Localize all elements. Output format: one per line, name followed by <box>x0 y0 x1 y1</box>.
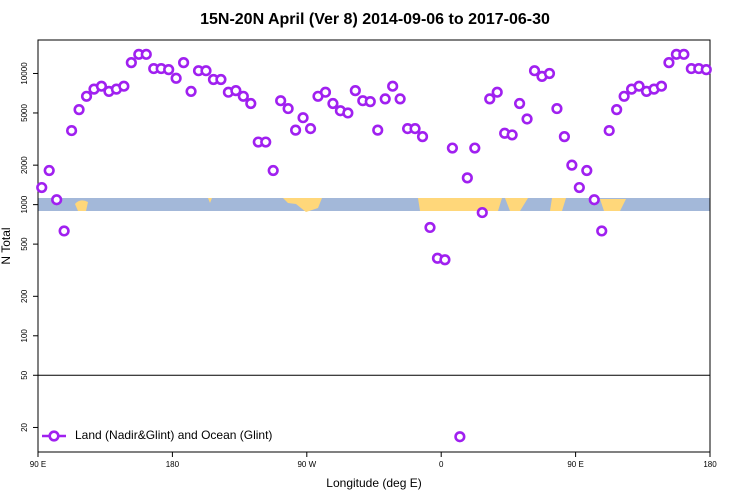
point <box>319 86 332 98</box>
point <box>506 129 518 141</box>
point <box>439 254 451 266</box>
y-tick-label: 1000 <box>20 195 29 213</box>
point <box>95 80 108 92</box>
point <box>484 93 496 105</box>
point <box>424 221 436 234</box>
point <box>140 48 152 60</box>
y-tick-label: 100 <box>20 329 29 343</box>
point <box>215 73 227 86</box>
x-tick-label: 90 W <box>297 460 316 469</box>
point <box>394 93 406 105</box>
point <box>603 124 615 137</box>
y-tick-label: 50 <box>20 370 29 379</box>
point <box>528 65 541 77</box>
point <box>655 80 668 92</box>
point <box>58 225 70 237</box>
point <box>163 64 175 76</box>
point <box>178 57 190 69</box>
point <box>633 80 645 92</box>
point <box>513 97 526 110</box>
point <box>80 90 93 102</box>
point <box>200 65 212 77</box>
point <box>372 124 384 136</box>
point <box>43 164 55 177</box>
x-axis-label: Longitude (deg E) <box>326 476 421 490</box>
point <box>364 96 376 108</box>
point <box>349 85 361 97</box>
point <box>297 112 309 124</box>
point <box>304 122 317 135</box>
y-axis-label: N Total <box>0 227 13 264</box>
point <box>245 97 257 110</box>
point <box>611 104 623 116</box>
point <box>237 90 249 102</box>
point <box>566 159 578 171</box>
point <box>327 97 339 110</box>
point <box>118 80 130 92</box>
point <box>125 57 137 69</box>
point <box>260 136 272 148</box>
point <box>700 64 712 76</box>
x-tick-label: 90 E <box>30 460 46 469</box>
point <box>543 67 556 80</box>
point <box>342 107 354 119</box>
point <box>409 122 421 135</box>
y-tick-label: 5000 <box>20 104 29 122</box>
x-tick-label: 0 <box>439 460 444 469</box>
y-tick-label: 500 <box>20 237 29 251</box>
point <box>185 85 197 98</box>
y-tick-label: 10000 <box>20 62 29 85</box>
y-tick-label: 200 <box>20 289 29 303</box>
legend-marker <box>48 430 60 442</box>
land-ocean-strip <box>38 198 710 212</box>
point <box>573 181 585 194</box>
x-tick-label: 90 E <box>567 460 583 469</box>
chart-title: 15N-20N April (Ver 8) 2014-09-06 to 2017… <box>200 11 550 28</box>
point <box>618 90 630 102</box>
point <box>379 93 391 105</box>
point <box>282 102 294 115</box>
point <box>416 131 429 143</box>
legend-label: Land (Nadir&Glint) and Ocean (Glint) <box>75 428 272 442</box>
point <box>588 194 600 206</box>
point <box>476 206 488 219</box>
point <box>36 181 48 194</box>
point <box>521 113 533 125</box>
point <box>446 142 459 154</box>
x-tick-label: 180 <box>166 460 180 469</box>
point <box>678 48 690 60</box>
point <box>596 225 608 237</box>
point <box>65 124 78 137</box>
point <box>454 431 466 443</box>
point <box>170 72 182 84</box>
point <box>230 85 242 97</box>
x-tick-label: 180 <box>703 460 717 469</box>
plot-frame <box>37 39 711 453</box>
point <box>491 86 503 98</box>
point <box>663 57 675 69</box>
point <box>73 104 85 116</box>
point <box>51 194 63 206</box>
point <box>581 164 593 177</box>
point <box>267 164 279 177</box>
point <box>558 131 571 143</box>
point <box>461 172 473 184</box>
point <box>387 80 399 92</box>
point <box>551 102 563 115</box>
y-tick-label: 20 <box>20 422 29 431</box>
point <box>469 142 481 154</box>
y-tick-label: 2000 <box>20 156 29 174</box>
point <box>290 124 302 136</box>
point <box>275 95 287 107</box>
